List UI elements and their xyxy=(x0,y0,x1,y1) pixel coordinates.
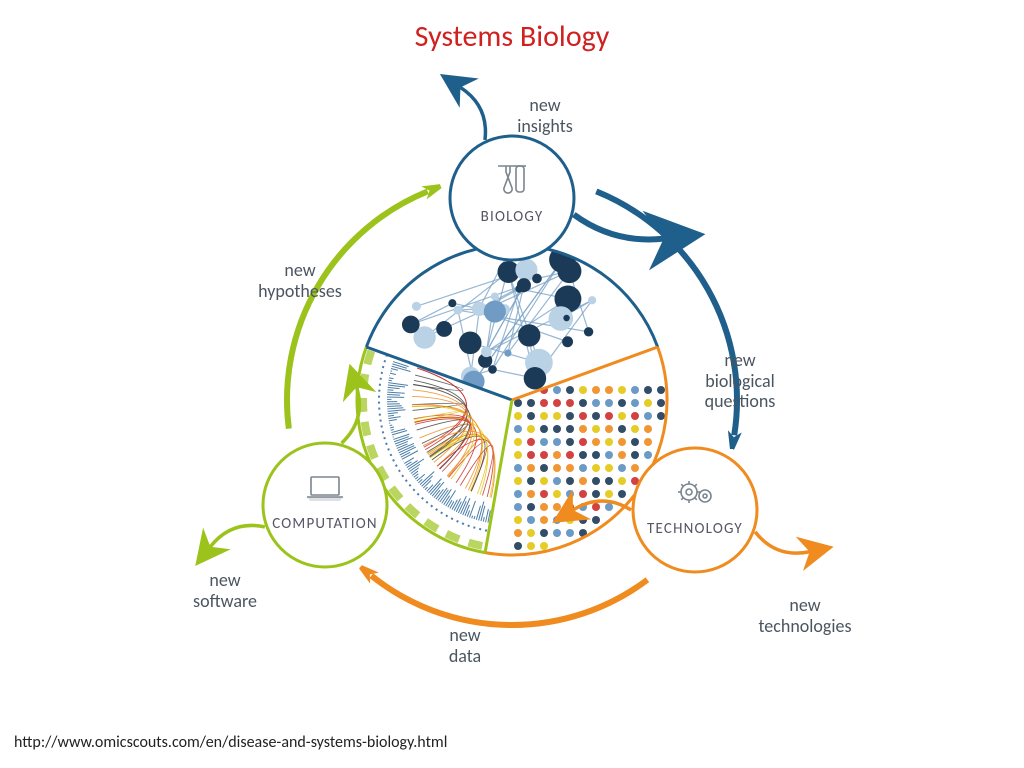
sectors xyxy=(357,233,667,555)
cycle-arrow-technology-computation xyxy=(371,576,647,625)
source-url: http://www.omicscouts.com/en/disease-and… xyxy=(14,733,447,752)
output-label-questions: newbiologicalquestions xyxy=(670,350,810,412)
output-arrow-questions xyxy=(574,215,664,240)
node-computation xyxy=(263,443,387,567)
node-technology xyxy=(633,448,757,572)
node-label-biology: BIOLOGY xyxy=(442,208,582,226)
node-biology xyxy=(450,136,574,260)
output-label-tech: newtechnologies xyxy=(735,595,875,636)
node-label-technology: TECHNOLOGY xyxy=(625,520,765,538)
output-label-data: newdata xyxy=(395,625,535,666)
output-label-hypotheses: newhypotheses xyxy=(230,260,370,301)
output-label-software: newsoftware xyxy=(155,570,295,611)
node-label-computation: COMPUTATION xyxy=(255,515,395,533)
output-label-insights: newinsights xyxy=(475,95,615,136)
